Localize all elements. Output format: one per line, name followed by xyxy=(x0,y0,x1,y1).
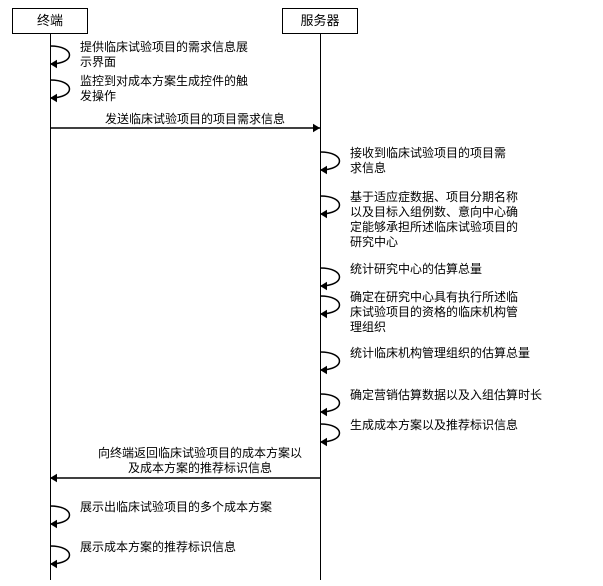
msg-2-label: 发送临床试验项目的项目需求信息 xyxy=(80,112,310,127)
msg-12-label: 展示成本方案的推荐标识信息 xyxy=(80,540,310,555)
msg-5-label: 统计研究中心的估算总量 xyxy=(350,262,550,277)
msg-10-label: 向终端返回临床试验项目的成本方案以 及成本方案的推荐标识信息 xyxy=(80,446,320,476)
msg-7-label: 统计临床机构管理组织的估算总量 xyxy=(350,346,570,361)
msg-6-label: 确定在研究中心具有执行所述临 床试验项目的资格的临床机构管 理组织 xyxy=(350,290,560,335)
msg-1-label: 监控到对成本方案生成控件的触 发操作 xyxy=(80,74,280,104)
msg-0-label: 提供临床试验项目的需求信息展 示界面 xyxy=(80,40,280,70)
msg-3-label: 接收到临床试验项目的项目需 求信息 xyxy=(350,146,550,176)
sequence-diagram: 终端 服务器 提供临床试验项目的需求信息展 示界面 监控到对成本方案生成控件的触… xyxy=(0,0,603,586)
msg-11-label: 展示出临床试验项目的多个成本方案 xyxy=(80,500,310,515)
msg-4-label: 基于适应症数据、项目分期名称 以及目标入组例数、意向中心确 定能够承担所述临床试… xyxy=(350,190,560,250)
msg-9-label: 生成成本方案以及推荐标识信息 xyxy=(350,418,570,433)
msg-8-label: 确定营销估算数据以及入组估算时长 xyxy=(350,388,580,403)
